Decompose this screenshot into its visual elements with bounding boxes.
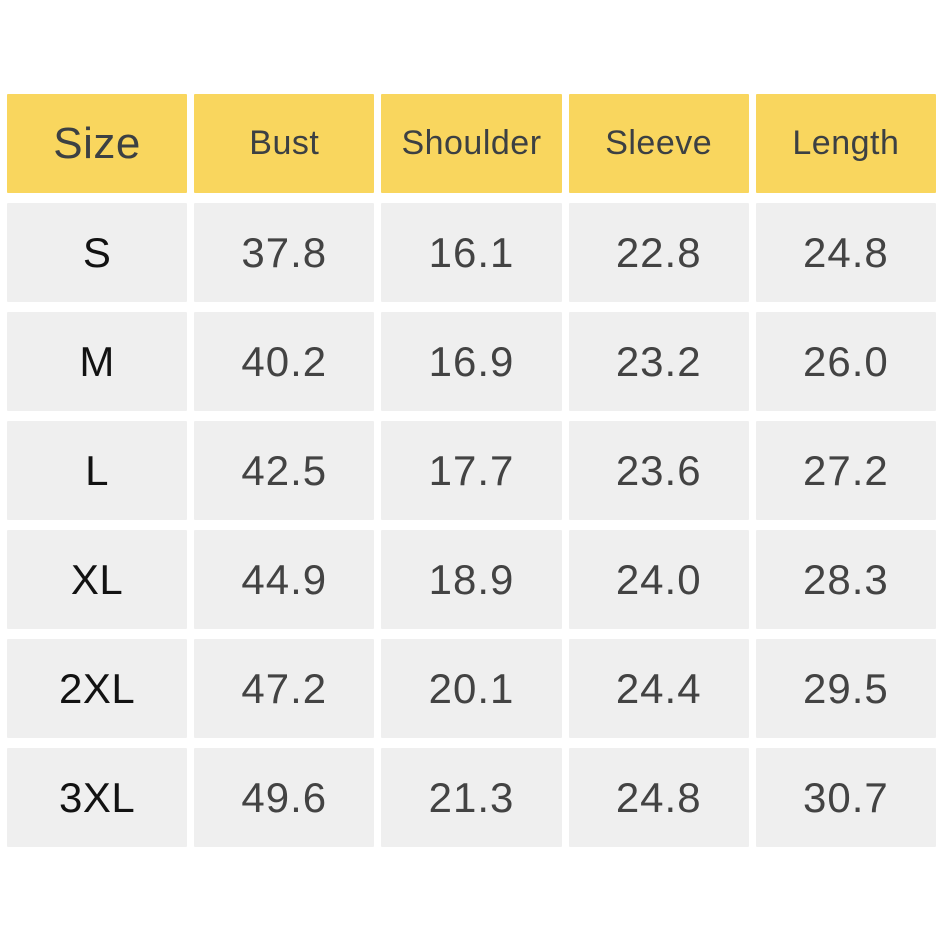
row-m-size-label: M [7, 312, 188, 411]
row-l-size-label: L [7, 421, 188, 520]
row-m-length-value: 26.0 [755, 312, 936, 411]
column-header-bust: Bust [194, 94, 375, 193]
row-l-length-value: 27.2 [755, 421, 936, 520]
row-s-length-value: 24.8 [755, 203, 936, 302]
row-xl-sleeve-value: 24.0 [568, 530, 749, 629]
row-l-shoulder-value: 17.7 [381, 421, 562, 520]
row-3xl-size-label: 3XL [7, 748, 188, 847]
row-3xl-sleeve-value: 24.8 [568, 748, 749, 847]
row-2xl-sleeve-value: 24.4 [568, 639, 749, 738]
row-s-shoulder-value: 16.1 [381, 203, 562, 302]
row-m-shoulder-value: 16.9 [381, 312, 562, 411]
row-2xl-size-label: 2XL [7, 639, 188, 738]
row-xl-size-label: XL [7, 530, 188, 629]
row-s-sleeve-value: 22.8 [568, 203, 749, 302]
row-2xl-shoulder-value: 20.1 [381, 639, 562, 738]
row-xl-shoulder-value: 18.9 [381, 530, 562, 629]
row-xl-bust-value: 44.9 [194, 530, 375, 629]
column-header-length: Length [755, 94, 936, 193]
row-l-sleeve-value: 23.6 [568, 421, 749, 520]
column-header-sleeve: Sleeve [568, 94, 749, 193]
row-s-size-label: S [7, 203, 188, 302]
row-3xl-bust-value: 49.6 [194, 748, 375, 847]
row-xl-length-value: 28.3 [755, 530, 936, 629]
size-chart-table: Size Bust Shoulder Sleeve Length S 37.8 … [7, 94, 936, 847]
column-header-size: Size [7, 94, 188, 193]
row-m-sleeve-value: 23.2 [568, 312, 749, 411]
row-3xl-shoulder-value: 21.3 [381, 748, 562, 847]
row-m-bust-value: 40.2 [194, 312, 375, 411]
row-2xl-bust-value: 47.2 [194, 639, 375, 738]
row-l-bust-value: 42.5 [194, 421, 375, 520]
column-header-shoulder: Shoulder [381, 94, 562, 193]
row-s-bust-value: 37.8 [194, 203, 375, 302]
row-3xl-length-value: 30.7 [755, 748, 936, 847]
row-2xl-length-value: 29.5 [755, 639, 936, 738]
